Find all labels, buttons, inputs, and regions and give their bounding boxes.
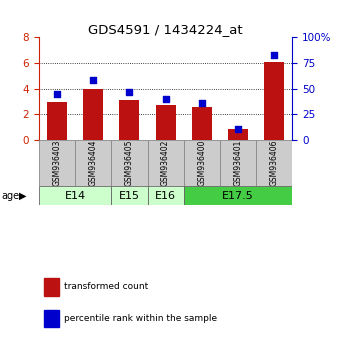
Text: GSM936404: GSM936404 bbox=[89, 140, 98, 186]
Text: E16: E16 bbox=[155, 190, 176, 201]
Text: percentile rank within the sample: percentile rank within the sample bbox=[64, 314, 217, 323]
Text: ▶: ▶ bbox=[19, 190, 26, 201]
Text: GSM936405: GSM936405 bbox=[125, 140, 134, 186]
FancyBboxPatch shape bbox=[184, 186, 292, 205]
FancyBboxPatch shape bbox=[147, 186, 184, 205]
Text: GSM936401: GSM936401 bbox=[234, 140, 243, 186]
FancyBboxPatch shape bbox=[39, 140, 75, 186]
Point bbox=[91, 78, 96, 83]
Text: GSM936406: GSM936406 bbox=[270, 140, 279, 186]
FancyBboxPatch shape bbox=[256, 140, 292, 186]
FancyBboxPatch shape bbox=[39, 186, 111, 205]
Point bbox=[54, 91, 60, 97]
FancyBboxPatch shape bbox=[147, 140, 184, 186]
Text: E14: E14 bbox=[65, 190, 86, 201]
FancyBboxPatch shape bbox=[111, 186, 147, 205]
Point bbox=[271, 52, 277, 57]
Text: E17.5: E17.5 bbox=[222, 190, 254, 201]
Point bbox=[127, 89, 132, 95]
Point bbox=[235, 126, 241, 132]
FancyBboxPatch shape bbox=[111, 140, 147, 186]
Text: transformed count: transformed count bbox=[64, 282, 148, 291]
FancyBboxPatch shape bbox=[220, 140, 256, 186]
Bar bbox=[156, 105, 175, 140]
Text: GSM936402: GSM936402 bbox=[161, 140, 170, 186]
FancyBboxPatch shape bbox=[184, 140, 220, 186]
Bar bbox=[228, 129, 248, 140]
Bar bbox=[83, 88, 103, 140]
Text: E15: E15 bbox=[119, 190, 140, 201]
Point bbox=[163, 96, 168, 102]
Bar bbox=[264, 62, 284, 140]
Text: GSM936403: GSM936403 bbox=[52, 140, 62, 186]
Bar bbox=[47, 102, 67, 140]
FancyBboxPatch shape bbox=[75, 140, 111, 186]
Point bbox=[199, 100, 204, 106]
Text: age: age bbox=[2, 190, 20, 201]
Title: GDS4591 / 1434224_at: GDS4591 / 1434224_at bbox=[88, 23, 243, 36]
Text: GSM936400: GSM936400 bbox=[197, 140, 206, 186]
Bar bbox=[192, 107, 212, 140]
Bar bbox=[119, 100, 139, 140]
